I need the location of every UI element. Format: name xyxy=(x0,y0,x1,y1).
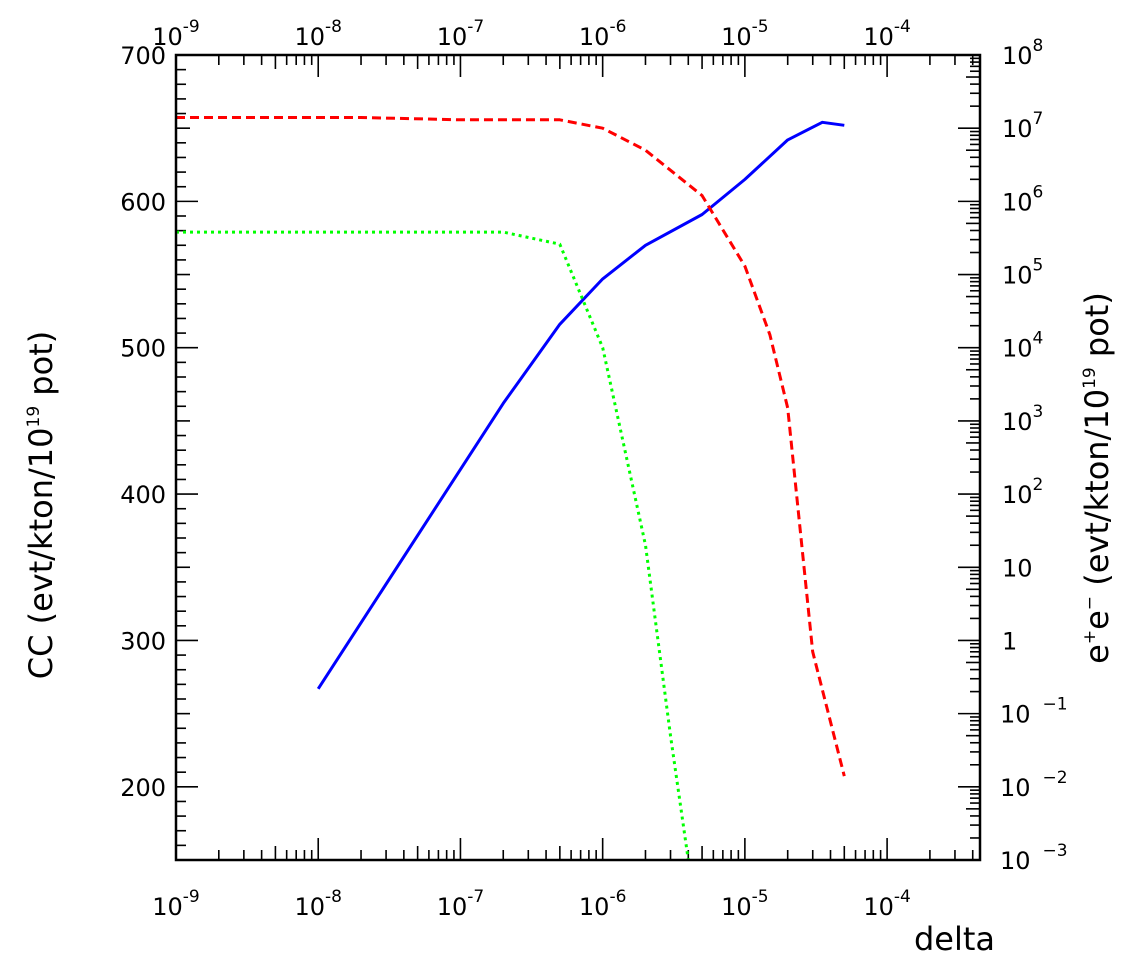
right-y-tick-label: 105 xyxy=(1002,256,1043,290)
plot-frame xyxy=(174,53,982,862)
right-y-tick-label: 104 xyxy=(1002,329,1043,363)
right-y-tick-label: 108 xyxy=(1002,36,1043,70)
x-tick-label-bottom: 10-5 xyxy=(721,887,769,921)
right-y-tick-label: 10 −1 xyxy=(1000,695,1068,729)
x-tick-label-bottom: 10-8 xyxy=(294,887,342,921)
left-y-tick-label: 200 xyxy=(120,774,166,802)
x-tick-label-top: 10-4 xyxy=(863,17,911,51)
x-tick-label-top: 10-9 xyxy=(152,17,200,51)
x-tick-label-top: 10-5 xyxy=(721,17,769,51)
left-y-tick-label: 300 xyxy=(120,627,166,655)
series-line-1 xyxy=(316,120,845,690)
right-y-tick-label: 106 xyxy=(1002,182,1043,216)
tick-labels: 200 300 400 500 600 700 108 107 106 105 104 103 102 1… xyxy=(120,17,1067,921)
x-tick-label-top: 10-7 xyxy=(437,17,485,51)
series-line-3 xyxy=(176,230,690,861)
right-y-tick-label: 10 xyxy=(1002,554,1033,582)
x-tick-label-top: 10-8 xyxy=(294,17,342,51)
left-y-tick-label: 700 xyxy=(120,42,166,70)
left-axis-title: CC (evt/kton/1019 pot) xyxy=(22,331,60,679)
x-tick-label-bottom: 10-7 xyxy=(437,887,485,921)
x-tick-label-bottom: 10-6 xyxy=(579,887,627,921)
x-tick-label-bottom: 10-9 xyxy=(152,887,200,921)
left-y-tick-label: 500 xyxy=(120,335,166,363)
right-y-tick-label: 10 −2 xyxy=(1000,768,1068,802)
right-y-tick-label: 102 xyxy=(1002,475,1043,509)
right-axis-title: e+e− (evt/kton/1019 pot) xyxy=(1078,292,1116,664)
left-y-tick-label: 400 xyxy=(120,481,166,509)
right-y-tick-label: 103 xyxy=(1002,402,1043,436)
x-axis-title: delta xyxy=(914,920,995,958)
x-tick-label-top: 10-6 xyxy=(579,17,627,51)
right-y-tick-label: 107 xyxy=(1002,109,1043,143)
left-y-tick-label: 600 xyxy=(120,188,166,216)
x-tick-label-bottom: 10-4 xyxy=(863,887,911,921)
right-y-tick-label: 10 −3 xyxy=(1000,841,1068,875)
series-line-2 xyxy=(176,116,846,777)
data-series xyxy=(176,116,846,861)
right-y-tick-label: 1 xyxy=(1002,627,1017,655)
